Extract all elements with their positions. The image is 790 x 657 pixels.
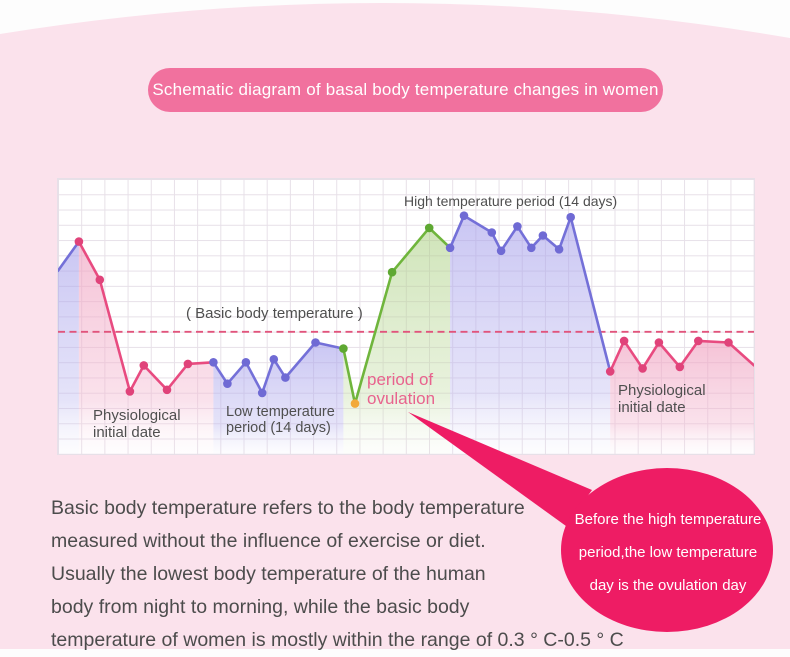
previous-cycle-tail-line — [58, 240, 81, 272]
menstrual-period-right-dot — [638, 364, 647, 373]
low-temperature-period-dot — [269, 355, 279, 364]
paragraph-line: Usually the lowest body temperature of t… — [51, 563, 486, 585]
callout-line-1: Before the high temperature — [574, 511, 762, 528]
menstrual-period-right-dot — [675, 362, 685, 372]
physiological-initial-date-left-label: Physiological initial date — [93, 407, 181, 441]
ovulation-period-dot — [339, 344, 348, 353]
temperature-chart-svg — [58, 211, 754, 454]
high-temperature-period-label: High temperature period (14 days) — [404, 193, 618, 209]
high-temperature-period-area — [450, 215, 611, 454]
low-temperature-period-dot — [241, 358, 251, 367]
menstrual-period-left-dot — [183, 359, 193, 369]
low-temperature-period-dot — [257, 388, 267, 398]
callout-line-2: period,the low temperature — [578, 544, 758, 561]
menstrual-period-left-dot — [125, 387, 135, 396]
ovulation-period-dot — [350, 399, 360, 408]
menstrual-period-left-dot — [74, 237, 84, 246]
physiological-initial-date-right-label: Physiological initial date — [618, 382, 706, 416]
menstrual-period-right-dot — [605, 367, 615, 376]
ovulation-period-dot — [424, 223, 434, 233]
menstrual-period-left-dot — [95, 275, 105, 285]
basic-body-temperature-label: ( Basic body temperature ) — [186, 305, 363, 322]
high-temperature-period-dot — [538, 231, 548, 240]
high-temperature-period-line — [448, 214, 612, 373]
ovulation-period-area — [343, 227, 451, 454]
description-paragraph: Basic body temperature refers to the bod… — [51, 492, 624, 657]
menstrual-period-left-dot — [162, 385, 172, 395]
callout-text: Before the high temperature period,the l… — [563, 503, 773, 602]
menstrual-period-right-dot — [694, 336, 703, 346]
low-temperature-period-label: Low temperature period (14 days) — [226, 404, 335, 436]
previous-cycle-tail-area — [58, 241, 79, 454]
ovulation-period-dot — [387, 267, 397, 277]
paragraph-line: body from night to morning, while the ba… — [51, 596, 470, 618]
low-temperature-period-dot — [223, 379, 232, 388]
menstrual-period-right-dot — [724, 338, 733, 347]
low-temperature-period-dot — [209, 358, 218, 367]
menstrual-period-right-line — [608, 339, 754, 373]
high-temperature-period-dot — [459, 211, 469, 220]
paragraph-line: measured without the influence of exerci… — [51, 530, 486, 552]
low-temperature-period-dot — [311, 338, 320, 347]
high-temperature-period-dot — [487, 228, 497, 237]
low-temperature-period-area — [213, 342, 344, 454]
menstrual-period-left-dot — [139, 361, 149, 370]
page-title: Schematic diagram of basal body temperat… — [152, 80, 659, 99]
period-of-ovulation-label: period of ovulation — [367, 370, 436, 408]
title-pill: Schematic diagram of basal body temperat… — [148, 68, 663, 112]
high-temperature-period-dot — [445, 243, 455, 253]
menstrual-period-right-dot — [619, 336, 629, 346]
high-temperature-period-dot — [566, 212, 575, 222]
low-temperature-period-line — [212, 341, 345, 395]
high-temperature-period-dot — [496, 246, 506, 256]
paragraph-line: Basic body temperature refers to the bod… — [51, 497, 525, 519]
high-temperature-period-dot — [527, 243, 536, 253]
menstrual-period-right-dot — [654, 338, 664, 347]
callout-line-3: day is the ovulation day — [589, 577, 747, 594]
paragraph-line: temperature of women is mostly within th… — [51, 629, 624, 651]
temperature-chart: ( Basic body temperature ) High temperat… — [57, 178, 755, 455]
high-temperature-period-dot — [513, 222, 522, 231]
low-temperature-period-dot — [281, 373, 290, 382]
high-temperature-period-dot — [554, 245, 564, 254]
menstrual-period-left-area — [78, 241, 214, 454]
